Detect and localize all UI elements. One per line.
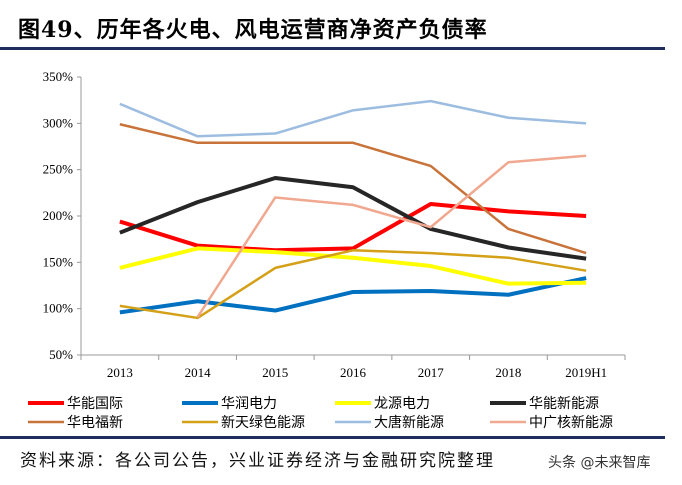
x-tick-label: 2017 <box>418 365 445 380</box>
series-line-6 <box>119 249 587 320</box>
title-divider <box>0 47 665 50</box>
series-line-3 <box>119 246 587 286</box>
series-line-2 <box>119 276 587 315</box>
y-tick-label: 350% <box>43 69 74 84</box>
legend-label: 华能国际 <box>67 396 123 412</box>
legend-label: 华电福新 <box>67 415 123 431</box>
legend-label: 华润电力 <box>221 396 277 412</box>
series-line-5 <box>119 123 587 255</box>
series-line-1 <box>119 201 587 253</box>
series-line-4 <box>119 176 587 261</box>
x-tick-label: 2014 <box>185 365 212 380</box>
y-tick-label: 250% <box>43 162 74 177</box>
legend-label: 新天绿色能源 <box>221 414 305 431</box>
source-note: 资料来源：各公司公告，兴业证券经济与金融研究院整理 <box>20 451 495 471</box>
legend-label: 中广核新能源 <box>529 415 613 431</box>
figure-title: 图49、历年各火电、风电运营商净资产负债率 <box>18 17 488 43</box>
series-line-8 <box>196 154 587 318</box>
x-tick-label: 2013 <box>107 365 133 380</box>
y-tick-label: 300% <box>43 115 74 130</box>
legend-label: 大唐新能源 <box>374 414 444 431</box>
series-line-7 <box>119 99 587 138</box>
legend-label: 华能新能源 <box>529 396 599 412</box>
y-tick-label: 100% <box>43 301 74 316</box>
x-tick-label: 2016 <box>340 365 367 380</box>
source-divider <box>0 436 665 439</box>
x-tick-label: 2018 <box>495 365 521 380</box>
y-tick-label: 50% <box>49 347 73 362</box>
watermark: 头条 @未来智库 <box>548 452 651 472</box>
x-tick-label: 2019H1 <box>565 365 607 380</box>
x-tick-label: 2015 <box>262 365 288 380</box>
legend-label: 龙源电力 <box>374 396 430 412</box>
y-tick-label: 150% <box>43 254 74 269</box>
y-tick-label: 200% <box>43 208 74 223</box>
